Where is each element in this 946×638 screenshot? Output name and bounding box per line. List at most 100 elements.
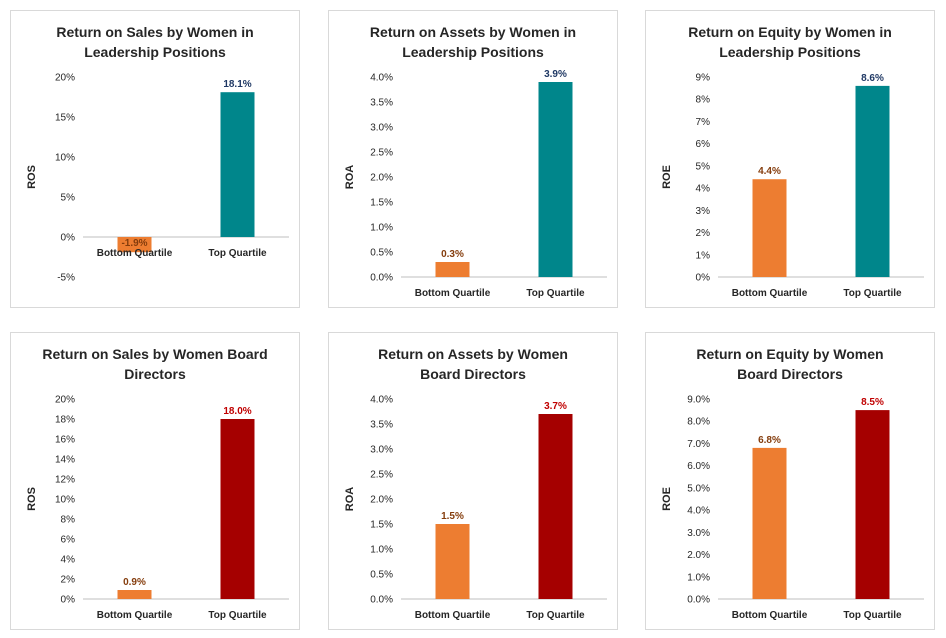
y-tick-label: 1.5%	[370, 198, 393, 209]
chart-panel-roe-board: Return on Equity by Women Board Directors…	[645, 332, 935, 630]
y-tick-label: 3.0%	[370, 123, 393, 134]
y-tick-label: 3%	[696, 206, 711, 217]
y-axis-label: ROE	[661, 165, 673, 189]
chart-panel-roe-leadership: Return on Equity by Women in Leadership P…	[645, 10, 935, 308]
y-tick-label: 0%	[696, 273, 711, 284]
chart-title-line: Board Directors	[420, 366, 526, 382]
y-axis-label: ROA	[344, 165, 356, 190]
y-tick-label: 4.0%	[687, 506, 710, 517]
y-tick-label: 15%	[55, 113, 75, 124]
data-label: 3.9%	[544, 69, 567, 80]
y-tick-label: 0%	[61, 233, 76, 244]
category-label: Top Quartile	[208, 610, 267, 621]
bar-bottom-quartile	[117, 590, 152, 599]
y-tick-label: 0.0%	[370, 273, 393, 284]
bar-top-quartile	[855, 85, 890, 277]
y-tick-label: 8%	[696, 95, 711, 106]
chart-title-line: Board Directors	[737, 366, 843, 382]
y-tick-label: -5%	[57, 273, 75, 284]
y-tick-label: 2%	[696, 228, 711, 239]
data-label: 18.0%	[223, 406, 251, 417]
y-axis-label: ROA	[344, 487, 356, 512]
bar-top-quartile	[220, 92, 255, 237]
y-tick-label: 7%	[696, 117, 711, 128]
bar-bottom-quartile	[752, 447, 787, 599]
chart-ros-board: Return on Sales by Women Board Directors R…	[26, 346, 289, 621]
chart-title-line: Return on Sales by Women in	[56, 24, 253, 40]
chart-title-line: Leadership Positions	[719, 44, 861, 60]
chart-panel-ros-leadership: Return on Sales by Women in Leadership Po…	[10, 10, 300, 308]
data-label: 0.9%	[123, 577, 146, 588]
y-tick-label: 6.0%	[687, 461, 710, 472]
chart-panel-ros-board: Return on Sales by Women Board Directors R…	[10, 332, 300, 630]
y-tick-label: 20%	[55, 395, 75, 406]
y-tick-label: 9.0%	[687, 395, 710, 406]
y-tick-label: 0.0%	[370, 595, 393, 606]
y-tick-label: 3.5%	[370, 420, 393, 431]
category-label: Bottom Quartile	[732, 610, 808, 621]
y-axis-label: ROS	[26, 165, 38, 189]
chart-title-line: Return on Equity by Women in	[688, 24, 892, 40]
y-tick-label: 2.0%	[370, 495, 393, 506]
y-tick-label: 0%	[61, 595, 76, 606]
y-tick-label: 5.0%	[687, 483, 710, 494]
data-label: 18.1%	[223, 79, 251, 90]
category-label: Top Quartile	[526, 288, 585, 299]
y-tick-label: 1.0%	[370, 545, 393, 556]
chart-roe-leadership: Return on Equity by Women in Leadership P…	[661, 24, 924, 299]
y-tick-label: 6%	[61, 535, 76, 546]
data-label: 8.6%	[861, 73, 884, 84]
category-label: Bottom Quartile	[732, 288, 808, 299]
chart-panel-roa-leadership: Return on Assets by Women in Leadership P…	[328, 10, 618, 308]
y-tick-label: 5%	[61, 193, 76, 204]
category-label: Bottom Quartile	[415, 288, 491, 299]
chart-title-line: Return on Assets by Women	[378, 346, 568, 362]
data-label: 0.3%	[441, 249, 464, 260]
y-tick-label: 4.0%	[370, 395, 393, 406]
data-label: -1.9%	[121, 238, 147, 249]
chart-roa-board: Return on Assets by Women Board Directors…	[344, 346, 607, 621]
data-label: 4.4%	[758, 166, 781, 177]
y-tick-label: 2.0%	[370, 173, 393, 184]
category-label: Bottom Quartile	[415, 610, 491, 621]
y-tick-label: 16%	[55, 435, 75, 446]
y-tick-label: 2.5%	[370, 148, 393, 159]
chart-title-line: Return on Sales by Women Board	[42, 346, 267, 362]
category-label: Bottom Quartile	[97, 610, 173, 621]
chart-title-line: Leadership Positions	[402, 44, 544, 60]
y-tick-label: 18%	[55, 415, 75, 426]
category-label: Bottom Quartile	[97, 248, 173, 259]
y-tick-label: 14%	[55, 455, 75, 466]
y-tick-label: 8%	[61, 515, 76, 526]
y-tick-label: 2.5%	[370, 470, 393, 481]
category-label: Top Quartile	[526, 610, 585, 621]
y-tick-label: 1.5%	[370, 520, 393, 531]
y-tick-label: 0.5%	[370, 570, 393, 581]
y-tick-label: 9%	[696, 73, 711, 84]
category-label: Top Quartile	[843, 288, 902, 299]
bar-top-quartile	[220, 419, 255, 599]
bar-bottom-quartile	[117, 237, 152, 253]
chart-roe-board: Return on Equity by Women Board Directors…	[661, 346, 924, 621]
y-tick-label: 1.0%	[687, 572, 710, 583]
chart-title-line: Return on Assets by Women in	[370, 24, 576, 40]
data-label: 3.7%	[544, 401, 567, 412]
bar-bottom-quartile	[435, 262, 470, 277]
bar-top-quartile	[538, 82, 573, 277]
chart-roa-leadership: Return on Assets by Women in Leadership P…	[344, 24, 607, 299]
y-tick-label: 2.0%	[687, 550, 710, 561]
chart-ros-leadership: Return on Sales by Women in Leadership Po…	[26, 24, 289, 284]
y-tick-label: 10%	[55, 153, 75, 164]
y-tick-label: 8.0%	[687, 417, 710, 428]
y-tick-label: 3.0%	[370, 445, 393, 456]
bar-bottom-quartile	[435, 524, 470, 599]
y-tick-label: 0.5%	[370, 248, 393, 259]
chart-title-line: Directors	[124, 366, 186, 382]
chart-title-line: Return on Equity by Women	[696, 346, 883, 362]
y-tick-label: 0.0%	[687, 595, 710, 606]
y-tick-label: 4%	[61, 555, 76, 566]
y-tick-label: 1.0%	[370, 223, 393, 234]
data-label: 8.5%	[861, 397, 884, 408]
y-tick-label: 5%	[696, 161, 711, 172]
y-tick-label: 4.0%	[370, 73, 393, 84]
